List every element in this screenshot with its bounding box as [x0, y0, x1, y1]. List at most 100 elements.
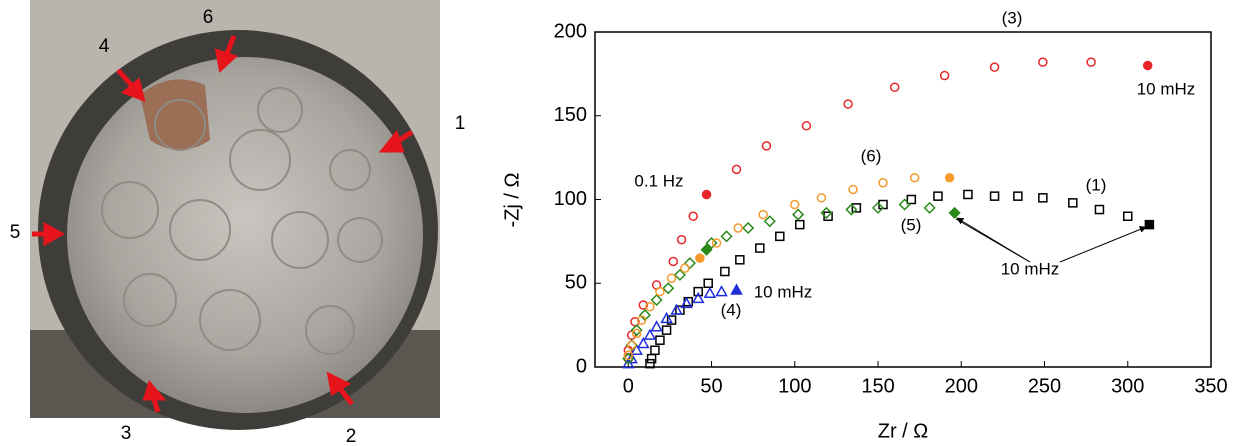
data-point — [1038, 57, 1048, 67]
x-tick-label: 150 — [861, 375, 894, 397]
data-point — [898, 198, 911, 211]
annotation-arrow — [956, 217, 1031, 263]
data-point — [761, 141, 772, 151]
x-tick-label: 100 — [778, 375, 811, 397]
data-point — [1094, 204, 1105, 215]
data-point — [733, 223, 743, 233]
annotation-arrow — [1059, 226, 1147, 263]
data-point — [655, 335, 665, 345]
data-point — [792, 208, 805, 221]
data-point — [989, 62, 1000, 72]
data-point — [670, 303, 683, 315]
y-tick-label: 200 — [554, 20, 587, 42]
data-point — [703, 286, 717, 299]
data-point — [711, 238, 722, 248]
data-point — [715, 285, 728, 297]
data-point — [638, 300, 649, 310]
data-point — [645, 301, 655, 312]
data-point — [650, 320, 663, 332]
data-point — [693, 286, 703, 297]
photo-label: 2 — [346, 426, 357, 446]
data-point — [676, 234, 687, 245]
data-point — [851, 203, 862, 213]
data-point — [923, 201, 936, 214]
annotation: 10 mHz — [754, 282, 813, 301]
corrosion — [140, 79, 210, 150]
x-tick-label: 200 — [945, 375, 978, 397]
series-label: (5) — [901, 215, 922, 234]
annotation: 10 mHz — [1137, 79, 1196, 98]
data-point — [1142, 60, 1153, 71]
data-point — [878, 178, 888, 188]
data-point — [816, 193, 827, 203]
data-point — [662, 282, 675, 295]
data-point — [631, 328, 642, 339]
data-point — [939, 70, 950, 81]
data-point — [843, 99, 853, 109]
data-point — [755, 243, 765, 253]
data-point — [691, 291, 705, 304]
photo-label: 1 — [455, 113, 466, 134]
data-point — [673, 268, 686, 281]
data-point — [820, 206, 833, 219]
data-point — [963, 189, 973, 200]
data-point — [933, 191, 943, 201]
data-point — [795, 219, 805, 230]
cable-face — [67, 57, 423, 413]
data-point — [909, 172, 920, 183]
data-point — [848, 184, 858, 195]
annotation: 10 mHz — [1001, 259, 1060, 278]
y-tick-label: 0 — [576, 355, 587, 377]
data-point — [763, 215, 776, 228]
y-axis-label: -Zj / Ω — [501, 172, 523, 227]
photo-label: 4 — [99, 36, 110, 57]
x-axis-label: Zr / Ω — [878, 420, 929, 442]
series-label: (3) — [1002, 8, 1023, 27]
data-point — [775, 231, 785, 242]
data-point — [758, 209, 768, 220]
data-point — [626, 340, 637, 350]
photo-label: 3 — [121, 423, 132, 444]
strands — [101, 87, 383, 355]
y-tick-label: 150 — [554, 104, 587, 126]
data-point — [1013, 191, 1023, 201]
data-point — [720, 266, 730, 277]
data-point — [889, 82, 900, 93]
x-tick-label: 0 — [623, 375, 634, 397]
data-point — [630, 343, 643, 355]
series-label: (4) — [721, 300, 742, 319]
data-point — [668, 256, 678, 267]
photo-label: 5 — [10, 222, 21, 243]
data-point — [660, 311, 673, 324]
data-point — [683, 257, 696, 270]
data-point — [1038, 193, 1048, 203]
data-point — [703, 278, 713, 288]
data-point — [637, 337, 650, 349]
data-point — [650, 293, 663, 307]
data-point — [1123, 211, 1133, 221]
data-point — [700, 243, 713, 256]
data-point — [730, 283, 743, 295]
data-point — [623, 350, 634, 361]
data-point — [906, 194, 917, 205]
data-point — [643, 328, 657, 340]
data-point — [735, 255, 745, 265]
data-point — [680, 263, 690, 273]
photo: 1 2 3 4 5 6 — [10, 0, 466, 446]
photo-label: 6 — [203, 7, 214, 28]
data-point — [688, 211, 698, 221]
data-point — [680, 296, 693, 309]
data-point — [989, 191, 1000, 201]
data-point — [742, 221, 755, 235]
x-tick-label: 350 — [1194, 375, 1227, 397]
photo-arrows — [32, 35, 414, 413]
data-point — [1144, 219, 1155, 230]
data-point — [871, 201, 885, 214]
data-point — [705, 236, 718, 250]
data-point — [720, 230, 733, 243]
data-point — [845, 203, 858, 216]
y-tick-label: 100 — [554, 188, 587, 210]
data-point — [731, 164, 742, 175]
y-tick-label: 50 — [565, 272, 587, 294]
